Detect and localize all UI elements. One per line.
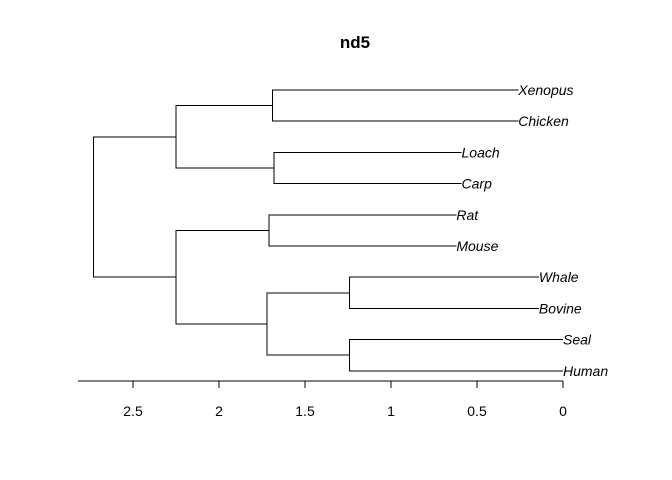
chart-title: nd5 (340, 33, 370, 52)
axis-tick-label: 1.5 (295, 403, 315, 419)
leaf-label-mouse: Mouse (456, 238, 498, 254)
leaf-labels: Xenopus Chicken Loach Carp Rat Mouse Whale Bovi… (456, 82, 608, 379)
leaf-label-whale: Whale (539, 269, 579, 285)
branch-n8 (175, 229, 269, 325)
leaf-label-human: Human (563, 363, 608, 379)
axis-tick-label: 2 (215, 403, 223, 419)
leaf-label-rat: Rat (456, 207, 479, 223)
axis-tick-label: 0 (559, 403, 567, 419)
leaf-label-bovine: Bovine (539, 300, 582, 316)
branch-n7 (266, 292, 350, 356)
branch-n1 (271, 89, 519, 122)
height-axis: 2.5 2 1.5 1 0.5 0 (78, 380, 567, 419)
branch-n5 (349, 276, 539, 309)
leaf-label-seal: Seal (563, 332, 592, 348)
branch-n6 (349, 339, 563, 372)
axis-tick-label: 2.5 (123, 403, 143, 419)
branch-n4 (268, 214, 457, 247)
leaf-label-xenopus: Xenopus (517, 82, 573, 98)
branch-n3 (175, 105, 275, 169)
branch-n2 (273, 151, 462, 185)
leaf-label-chicken: Chicken (518, 113, 569, 129)
branch-root (92, 136, 176, 278)
leaf-label-carp: Carp (462, 176, 493, 192)
axis-tick-label: 1 (387, 403, 395, 419)
leaf-label-loach: Loach (462, 144, 500, 160)
dendrogram-branches (92, 89, 563, 372)
axis-tick-label: 0.5 (467, 403, 487, 419)
